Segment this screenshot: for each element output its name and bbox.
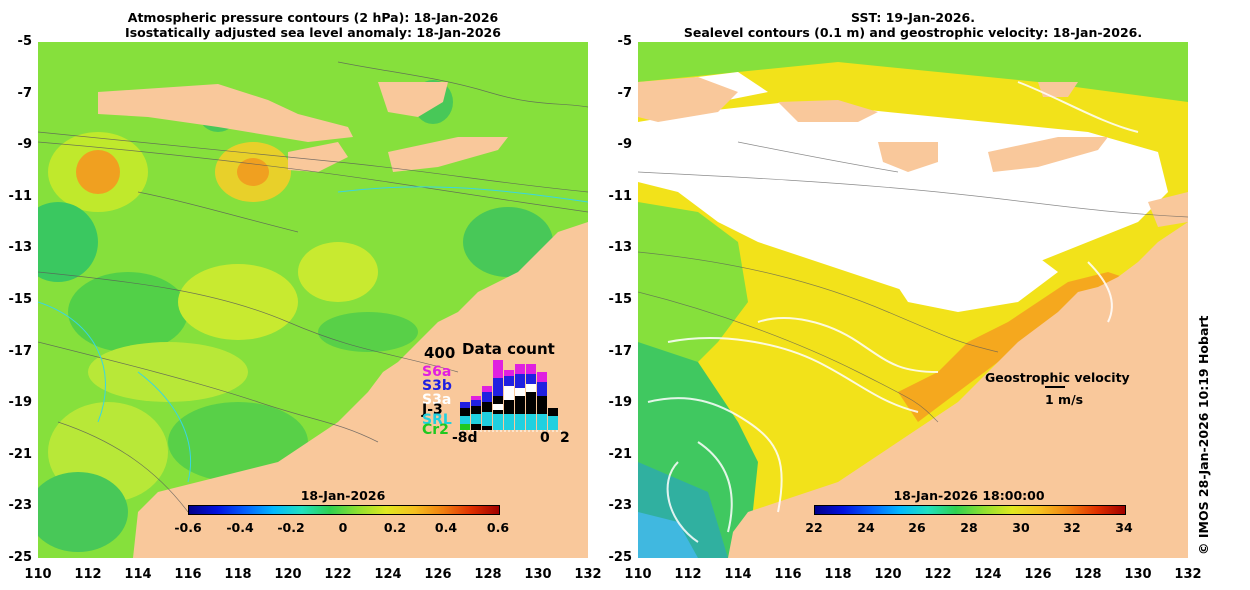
left-title-line1: Atmospheric pressure contours (2 hPa): 1… [127,10,499,25]
left-ytick-1: -7 [17,85,32,101]
right-title-line1: SST: 19-Jan-2026. [851,10,975,25]
data-count-title: Data count [462,340,555,358]
right-cb-tick-3: 28 [960,520,978,535]
right-ytick-10: -25 [608,550,633,565]
left-colorbar-date: 18-Jan-2026 [300,488,386,503]
left-xtick-0: 110 [24,567,52,582]
data-count-inset: 400 Data count S6a S3b S3a J-3 SRL Cr2 [420,340,580,450]
right-xtick-9: 128 [1074,567,1102,582]
left-xtick-11: 132 [574,567,602,582]
right-xtick-6: 122 [924,567,952,582]
data-count-bars [460,360,562,432]
right-xtick-0: 110 [624,567,652,582]
right-ytick-1: -7 [617,85,632,101]
data-count-xstart: -8d [452,430,478,446]
right-ytick-8: -21 [608,446,633,462]
mission-cr2: Cr2 [422,422,449,438]
left-xtick-2: 114 [124,567,152,582]
left-ytick-2: -9 [17,137,32,153]
right-colorbar-date: 18-Jan-2026 18:00:00 [893,488,1045,503]
right-ytick-2: -9 [617,137,632,153]
left-xtick-6: 122 [324,567,352,582]
left-ytick-4: -13 [8,240,33,256]
right-ytick-9: -23 [608,498,633,514]
left-xtick-7: 124 [374,567,402,582]
data-count-xend-0: 0 [540,430,550,446]
velocity-legend: Geostrophic velocity 1 m/s [985,370,1135,410]
credit-text: © IMOS 28-Jan-2026 10:19 Hobart [1196,315,1211,555]
left-ytick-6: -17 [8,343,33,359]
right-xtick-8: 126 [1024,567,1052,582]
right-xtick-5: 120 [874,567,902,582]
right-cb-tick-6: 34 [1115,520,1133,535]
right-x-axis: 110 112 114 116 118 120 122 124 126 128 … [618,567,1208,585]
left-title-line2: Isostatically adjusted sea level anomaly… [125,25,501,40]
left-cb-tick-3: 0 [338,520,348,535]
right-xtick-4: 118 [824,567,852,582]
left-ytick-0: -5 [17,34,32,49]
left-ytick-8: -21 [8,446,33,462]
right-cb-tick-1: 24 [857,520,875,535]
left-ytick-9: -23 [8,498,33,514]
right-ytick-0: -5 [617,34,632,49]
left-ytick-3: -11 [8,188,33,204]
left-colorbar [188,505,500,515]
right-title-line2: Sealevel contours (0.1 m) and geostrophi… [683,25,1143,40]
left-ytick-5: -15 [8,292,33,307]
left-cb-tick-0: -0.6 [174,520,202,535]
right-cb-tick-2: 26 [908,520,926,535]
left-map [38,42,588,558]
right-xtick-3: 116 [774,567,802,582]
right-y-axis: -5 -7 -9 -11 -13 -15 -17 -19 -21 -23 -25 [602,34,634,565]
right-ytick-4: -13 [608,240,633,256]
left-cb-tick-6: 0.6 [486,520,510,535]
right-xtick-1: 112 [674,567,702,582]
data-count-ymax: 400 [424,344,456,362]
left-ytick-7: -19 [8,395,33,411]
data-count-xend-2: 2 [560,430,570,446]
right-xtick-7: 124 [974,567,1002,582]
right-map [638,42,1188,558]
right-cb-tick-4: 30 [1012,520,1030,535]
left-xtick-5: 120 [274,567,302,582]
right-ytick-7: -19 [608,395,633,411]
left-xtick-3: 116 [174,567,202,582]
right-xtick-11: 132 [1174,567,1202,582]
left-cb-tick-2: -0.2 [277,520,305,535]
right-cb-tick-0: 22 [805,520,823,535]
mission-s3a: S3a [422,392,452,408]
right-xtick-10: 130 [1124,567,1152,582]
left-xtick-8: 126 [424,567,452,582]
right-colorbar-ticks: 22 24 26 28 30 32 34 [805,520,1132,538]
right-ytick-6: -17 [608,343,633,359]
velocity-legend-scale: 1 m/s [1045,392,1084,407]
left-cb-tick-4: 0.2 [383,520,407,535]
mission-srl: SRL [422,412,452,428]
right-colorbar [814,505,1126,515]
mission-s3b: S3b [422,378,452,394]
left-xtick-10: 130 [524,567,552,582]
right-xtick-2: 114 [724,567,752,582]
left-title: Atmospheric pressure contours (2 hPa): 1… [38,10,588,40]
right-ytick-5: -15 [608,292,633,307]
left-ytick-10: -25 [8,550,33,565]
right-ytick-3: -11 [608,188,633,204]
left-y-axis: -5 -7 -9 -11 -13 -15 -17 -19 -21 -23 -25 [2,34,34,565]
mission-j3: J-3 [422,402,443,418]
left-xtick-9: 128 [474,567,502,582]
right-cb-tick-5: 32 [1063,520,1081,535]
left-cb-tick-1: -0.4 [226,520,254,535]
left-xtick-4: 118 [224,567,252,582]
left-colorbar-ticks: -0.6 -0.4 -0.2 0 0.2 0.4 0.6 [174,520,509,538]
left-x-axis: 110 112 114 116 118 120 122 124 126 128 … [18,567,608,585]
right-title: SST: 19-Jan-2026. Sealevel contours (0.1… [638,10,1188,40]
velocity-legend-title: Geostrophic velocity [985,370,1130,385]
left-xtick-1: 112 [74,567,102,582]
mission-s6a: S6a [422,364,452,380]
velocity-arrow-icon [1045,386,1065,388]
left-cb-tick-5: 0.4 [434,520,458,535]
